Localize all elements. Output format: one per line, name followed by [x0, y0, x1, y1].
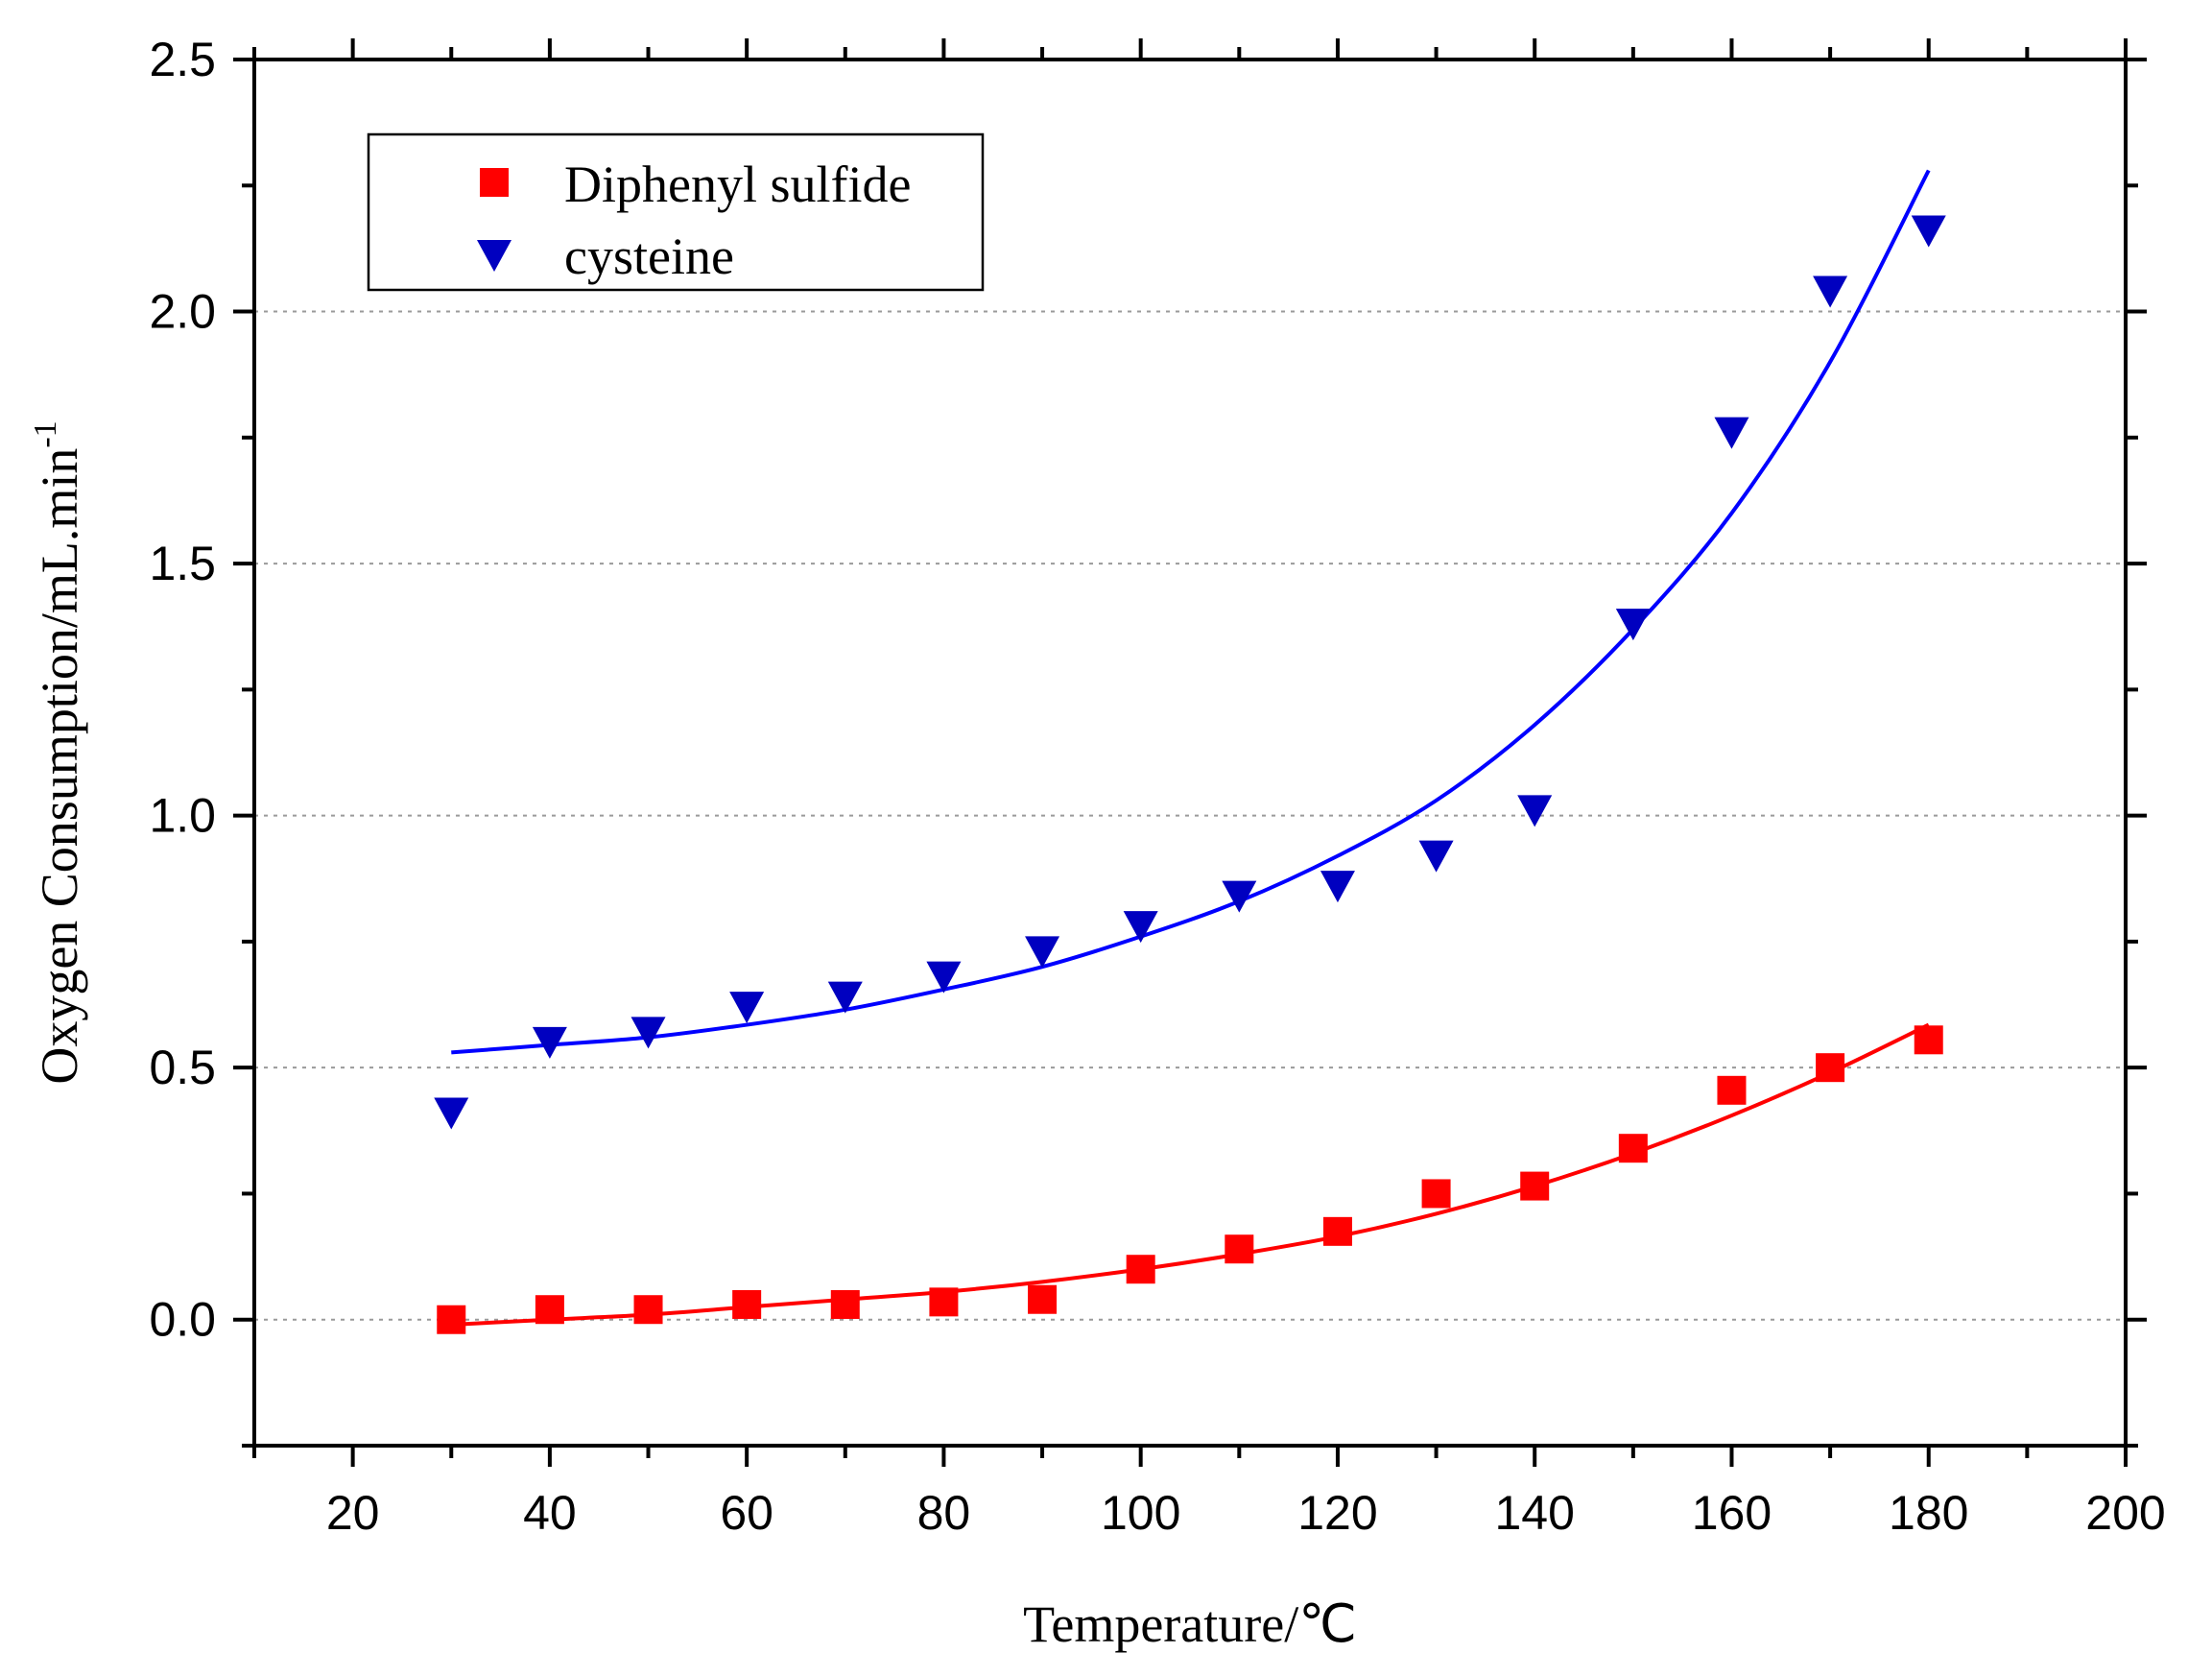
- data-points: [434, 215, 1946, 1334]
- data-point-cysteine: [827, 981, 863, 1014]
- grid-lines: [254, 310, 2126, 1321]
- legend-marker-cysteine: [477, 240, 511, 272]
- y-tick-label: 1.0: [149, 789, 216, 843]
- data-point-diphenyl-sulfide: [1028, 1284, 1058, 1314]
- data-point-cysteine: [1025, 936, 1060, 969]
- data-point-diphenyl-sulfide: [830, 1289, 860, 1319]
- data-point-diphenyl-sulfide: [1914, 1025, 1943, 1055]
- data-point-cysteine: [1123, 911, 1158, 944]
- y-tick-label: 1.5: [149, 537, 216, 590]
- data-point-cysteine: [1418, 840, 1454, 873]
- data-point-cysteine: [926, 961, 962, 994]
- data-point-diphenyl-sulfide: [1126, 1255, 1155, 1284]
- data-point-cysteine: [1813, 276, 1848, 308]
- fit-curves: [451, 169, 1931, 1327]
- y-axis-title: Oxygen Consumption/mL.min-1: [28, 420, 88, 1084]
- plot-frame: [252, 58, 2128, 1448]
- fit-curve-diphenyl-sulfide: [451, 1022, 1930, 1327]
- data-point-cysteine: [434, 1097, 469, 1130]
- x-tick-label: 40: [523, 1486, 577, 1540]
- fit-curve-cysteine: [451, 169, 1931, 1055]
- y-tick-label: 2.5: [149, 33, 216, 86]
- data-point-cysteine: [1615, 609, 1651, 641]
- legend-marker-diphenyl-sulfide: [480, 168, 509, 197]
- x-tick-label: 200: [2085, 1486, 2165, 1540]
- x-tick-label: 160: [1692, 1486, 1772, 1540]
- x-tick-label: 80: [917, 1486, 971, 1540]
- data-point-cysteine: [1911, 215, 1946, 248]
- data-point-cysteine: [1222, 880, 1257, 913]
- data-point-diphenyl-sulfide: [1421, 1179, 1451, 1209]
- data-point-cysteine: [630, 1017, 666, 1049]
- x-tick-label: 120: [1297, 1486, 1377, 1540]
- x-tick-label: 60: [720, 1486, 773, 1540]
- legend-box: [367, 132, 985, 292]
- y-axis-title-main: Oxygen Consumption/mL.min: [31, 448, 88, 1085]
- data-point-cysteine: [1714, 417, 1749, 449]
- data-point-cysteine: [532, 1026, 567, 1059]
- data-point-diphenyl-sulfide: [1618, 1134, 1648, 1163]
- y-tick-label: 2.0: [149, 285, 216, 339]
- data-point-diphenyl-sulfide: [1816, 1053, 1845, 1083]
- data-point-diphenyl-sulfide: [929, 1287, 959, 1317]
- x-tick-label: 100: [1101, 1486, 1180, 1540]
- legend: Diphenyl sulfide cysteine: [367, 132, 985, 292]
- x-axis-title: Temperature/℃: [1023, 1595, 1357, 1653]
- data-point-diphenyl-sulfide: [1717, 1075, 1747, 1105]
- legend-label-diphenyl-sulfide: Diphenyl sulfide: [564, 156, 911, 213]
- y-axis-title-superscript: -1: [28, 420, 63, 447]
- data-point-diphenyl-sulfide: [732, 1289, 762, 1319]
- tick-labels: 0.0 0.5 1.0 1.5 2.0 2.5 20 40 60 80 100 120 140 160 18…: [149, 33, 2165, 1540]
- axis-ticks: [233, 38, 2147, 1467]
- data-point-diphenyl-sulfide: [1322, 1216, 1352, 1246]
- data-point-diphenyl-sulfide: [1520, 1171, 1550, 1201]
- data-point-diphenyl-sulfide: [437, 1305, 466, 1334]
- y-tick-label: 0.5: [149, 1041, 216, 1094]
- legend-label-cysteine: cysteine: [564, 228, 734, 285]
- data-point-diphenyl-sulfide: [633, 1295, 663, 1325]
- data-point-diphenyl-sulfide: [535, 1295, 564, 1325]
- y-tick-label: 0.0: [149, 1293, 216, 1347]
- x-tick-label: 180: [1889, 1486, 1968, 1540]
- data-point-diphenyl-sulfide: [1225, 1234, 1254, 1264]
- x-tick-label: 140: [1494, 1486, 1574, 1540]
- data-point-cysteine: [1517, 795, 1553, 827]
- data-point-cysteine: [729, 992, 765, 1024]
- x-tick-label: 20: [326, 1486, 380, 1540]
- data-point-cysteine: [1320, 871, 1355, 903]
